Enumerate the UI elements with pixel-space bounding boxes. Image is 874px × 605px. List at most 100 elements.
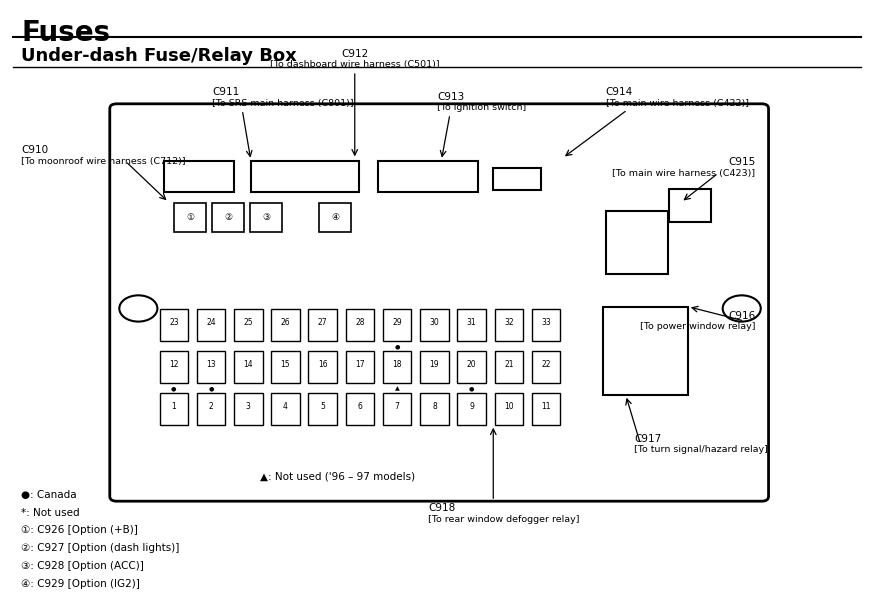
Text: 17: 17 (355, 360, 364, 369)
Text: 14: 14 (244, 360, 253, 369)
Text: 33: 33 (541, 318, 551, 327)
Bar (250, 203, 282, 232)
Text: 20: 20 (467, 360, 476, 369)
Bar (319, 203, 351, 232)
Text: ③: C928 [Option (ACC)]: ③: C928 [Option (ACC)] (22, 561, 144, 571)
Bar (160, 393, 188, 425)
Bar (197, 393, 225, 425)
Text: 22: 22 (541, 360, 551, 369)
Bar (457, 351, 486, 383)
Bar (234, 351, 262, 383)
Text: C915: C915 (728, 157, 755, 168)
Text: 27: 27 (318, 318, 328, 327)
Bar (495, 309, 524, 341)
Text: 2: 2 (209, 402, 213, 411)
Text: 23: 23 (169, 318, 178, 327)
Bar (234, 309, 262, 341)
Text: 3: 3 (246, 402, 251, 411)
Bar (271, 351, 300, 383)
Bar (309, 351, 337, 383)
Text: ④: ④ (331, 214, 340, 222)
Text: [To turn signal/hazard relay]: [To turn signal/hazard relay] (635, 445, 768, 454)
Bar (346, 309, 374, 341)
Bar (493, 168, 541, 191)
Bar (457, 309, 486, 341)
Bar (309, 393, 337, 425)
Text: 26: 26 (281, 318, 290, 327)
Text: [To SRS main harness (C801)]: [To SRS main harness (C801)] (212, 99, 354, 108)
Text: [To dashboard wire harness (C501)]: [To dashboard wire harness (C501)] (270, 60, 440, 69)
Bar (251, 161, 359, 192)
Bar (378, 161, 478, 192)
Text: [To main wire harness (C423)]: [To main wire harness (C423)] (613, 169, 755, 177)
Text: [To moonroof wire harness (C712)]: [To moonroof wire harness (C712)] (22, 157, 186, 166)
Text: Fuses: Fuses (22, 19, 111, 47)
Bar (164, 161, 233, 192)
Bar (346, 393, 374, 425)
Text: 5: 5 (320, 402, 325, 411)
Text: C918: C918 (428, 503, 455, 514)
Bar (383, 393, 412, 425)
Text: ②: C927 [Option (dash lights)]: ②: C927 [Option (dash lights)] (22, 543, 180, 554)
Text: 16: 16 (318, 360, 328, 369)
Bar (420, 393, 448, 425)
Text: *: Not used: *: Not used (22, 508, 80, 517)
Circle shape (723, 295, 760, 322)
Text: ①: C926 [Option (+B)]: ①: C926 [Option (+B)] (22, 525, 138, 535)
Text: ●: ● (208, 387, 214, 391)
Text: [To rear window defogger relay]: [To rear window defogger relay] (428, 515, 579, 523)
Text: ②: ② (225, 214, 232, 222)
Circle shape (119, 295, 157, 322)
Text: C910: C910 (22, 145, 49, 155)
Text: C913: C913 (437, 91, 464, 102)
Text: 28: 28 (355, 318, 364, 327)
Text: 18: 18 (392, 360, 402, 369)
Text: ▲: Not used ('96 – 97 models): ▲: Not used ('96 – 97 models) (260, 472, 414, 482)
Text: ●: ● (394, 345, 400, 350)
Bar (234, 393, 262, 425)
Text: [To ignition switch]: [To ignition switch] (437, 103, 526, 112)
Bar (197, 309, 225, 341)
Text: 4: 4 (283, 402, 288, 411)
Text: 15: 15 (281, 360, 290, 369)
Text: [To main wire harness (C422)]: [To main wire harness (C422)] (606, 99, 749, 108)
Bar (495, 393, 524, 425)
Text: 21: 21 (504, 360, 514, 369)
Bar (603, 307, 688, 395)
Text: ●: ● (171, 387, 177, 391)
Text: C912: C912 (341, 48, 368, 59)
Bar (420, 309, 448, 341)
Text: 12: 12 (169, 360, 178, 369)
Text: C914: C914 (606, 88, 633, 97)
FancyBboxPatch shape (110, 104, 768, 501)
Bar (309, 309, 337, 341)
Text: ①: ① (186, 214, 194, 222)
Text: 19: 19 (430, 360, 440, 369)
Text: 25: 25 (244, 318, 253, 327)
Text: 29: 29 (392, 318, 402, 327)
Bar (271, 309, 300, 341)
Text: C916: C916 (728, 310, 755, 321)
Text: 11: 11 (541, 402, 551, 411)
Bar (495, 351, 524, 383)
Text: 30: 30 (429, 318, 440, 327)
Text: 7: 7 (395, 402, 399, 411)
Text: 13: 13 (206, 360, 216, 369)
Bar (531, 393, 560, 425)
Bar (346, 351, 374, 383)
Bar (606, 211, 668, 274)
Text: 1: 1 (171, 402, 177, 411)
Bar (457, 393, 486, 425)
Text: 10: 10 (504, 402, 514, 411)
Text: 6: 6 (357, 402, 363, 411)
Bar (383, 351, 412, 383)
Bar (531, 309, 560, 341)
Text: ③: ③ (262, 214, 271, 222)
Bar (160, 309, 188, 341)
Text: 8: 8 (432, 402, 437, 411)
Bar (383, 309, 412, 341)
Text: 31: 31 (467, 318, 476, 327)
Bar (420, 351, 448, 383)
Bar (669, 189, 711, 222)
Bar (212, 203, 244, 232)
